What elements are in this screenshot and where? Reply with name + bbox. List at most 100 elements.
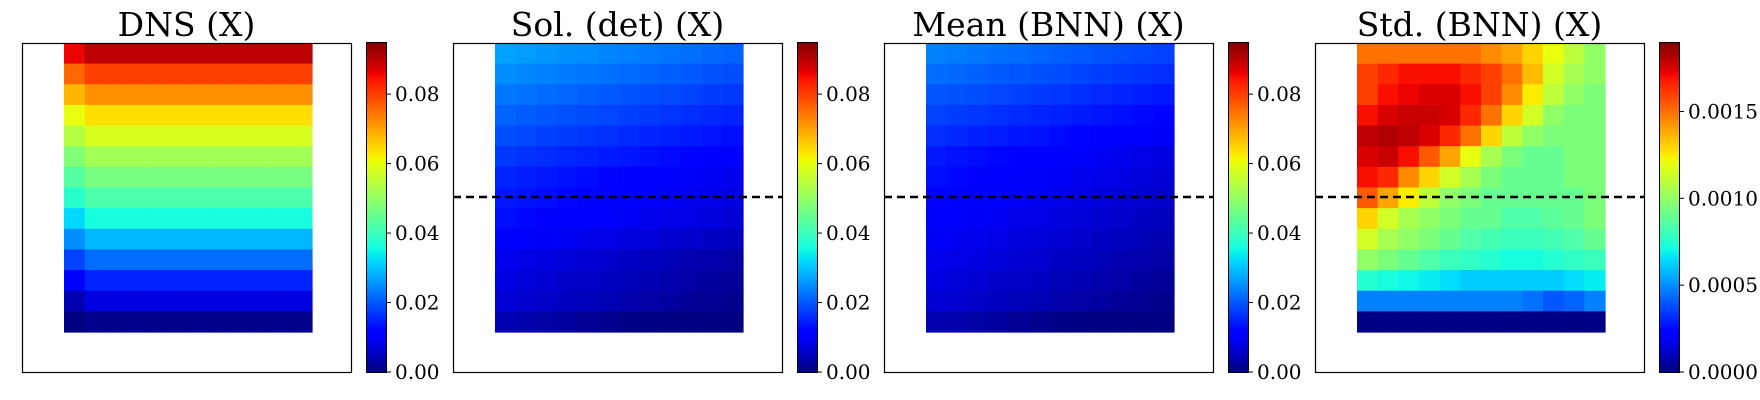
heatmap-cell: [1070, 290, 1092, 312]
colorbar-segment: [797, 212, 817, 216]
colorbar-segment: [797, 322, 817, 326]
colorbar-segment: [1659, 138, 1679, 142]
colorbar-segment: [1659, 201, 1679, 205]
heatmap-cell: [1419, 125, 1441, 147]
heatmap-cell: [291, 311, 313, 333]
heatmap-cell: [619, 125, 641, 147]
colorbar-segment: [1228, 284, 1248, 288]
heatmap-cell: [1153, 166, 1175, 189]
heatmap-cell: [1070, 228, 1092, 251]
heatmap-cell: [1563, 270, 1585, 292]
colorbar-segment: [1659, 361, 1679, 365]
colorbar-segment: [1228, 355, 1248, 359]
heatmap-cell: [1481, 63, 1503, 85]
heatmap-cell: [1563, 104, 1585, 127]
colorbar-segment: [1228, 311, 1248, 315]
colorbar-segment: [366, 336, 386, 340]
heatmap-cell: [1481, 166, 1503, 189]
heatmap-cell: [208, 208, 230, 230]
heatmap-cell: [1377, 43, 1399, 65]
colorbar-segment: [1659, 284, 1679, 288]
heatmap-cell: [988, 187, 1010, 209]
heatmap-cell: [926, 290, 948, 312]
heatmap-cell: [988, 228, 1010, 251]
heatmap-cell: [1584, 270, 1606, 292]
heatmap-cell: [515, 104, 537, 127]
colorbar-segment: [1228, 72, 1248, 76]
colorbar-segment: [1659, 61, 1679, 65]
heatmap-cell: [146, 84, 168, 106]
heatmap-cell: [1070, 104, 1092, 127]
heatmap-cell: [270, 311, 292, 333]
heatmap-cell: [946, 228, 968, 251]
heatmap-cell: [1398, 146, 1420, 168]
heatmap-cell: [1584, 311, 1606, 333]
heatmap-cell: [557, 63, 579, 85]
heatmap-cell: [967, 84, 989, 106]
heatmap-cell: [1584, 290, 1606, 312]
heatmap-cell: [1419, 290, 1441, 312]
colorbar-segment: [366, 66, 386, 70]
colorbar-segment: [1228, 308, 1248, 312]
heatmap-cell: [701, 43, 723, 65]
heatmap-cell: [1008, 311, 1030, 333]
colorbar-segment: [1228, 223, 1248, 227]
colorbar-segment: [797, 58, 817, 62]
colorbar-segment: [1659, 245, 1679, 249]
heatmap-cell: [1008, 63, 1030, 85]
heatmap-cell: [577, 249, 599, 271]
colorbar-segment: [1228, 119, 1248, 123]
heatmap-cell: [1112, 104, 1134, 127]
heatmap-cell: [619, 290, 641, 312]
heatmap-cell: [146, 249, 168, 271]
colorbar-segment: [1228, 201, 1248, 205]
heatmap-cell: [270, 84, 292, 106]
heatmap-cell: [1091, 146, 1113, 168]
colorbar-tick-label: 0.00: [395, 360, 440, 384]
heatmap-cell: [619, 166, 641, 189]
heatmap-cell: [722, 43, 744, 65]
colorbar-segment: [366, 83, 386, 87]
heatmap-cell: [1357, 43, 1379, 65]
heatmap-cell: [1419, 104, 1441, 127]
colorbar-segment: [366, 306, 386, 310]
heatmap-cell: [1543, 104, 1565, 127]
colorbar-segment: [366, 369, 386, 373]
heatmap-cell: [722, 311, 744, 333]
colorbar-segment: [366, 124, 386, 128]
heatmap-cell: [598, 84, 620, 106]
heatmap-cell: [167, 208, 189, 230]
colorbar-segment: [797, 119, 817, 123]
heatmap-cells: [495, 43, 744, 333]
heatmap-cell: [681, 208, 703, 230]
heatmap-cell: [639, 208, 661, 230]
heatmap-cell: [167, 146, 189, 168]
heatmap-cell: [1543, 146, 1565, 168]
heatmap-cell: [1132, 125, 1154, 147]
colorbar-segment: [1228, 108, 1248, 112]
colorbar-segment: [1228, 240, 1248, 244]
heatmap-cell: [495, 84, 517, 106]
colorbar-segment: [1228, 281, 1248, 285]
heatmap-cell: [926, 166, 948, 189]
axes-frame: [21, 42, 353, 374]
heatmap-cell: [1377, 290, 1399, 312]
heatmap-cell: [1398, 208, 1420, 230]
heatmap-cell: [619, 43, 641, 65]
colorbar-segment: [797, 113, 817, 117]
colorbar-segment: [1228, 295, 1248, 299]
heatmap-cell: [926, 125, 948, 147]
heatmap-cell: [1050, 228, 1072, 251]
heatmap-cell: [229, 290, 251, 312]
heatmap-cell: [988, 249, 1010, 271]
heatmap-cell: [1357, 228, 1379, 251]
heatmap-cell: [146, 63, 168, 85]
colorbar-segment: [1228, 121, 1248, 125]
heatmap-cell: [1132, 63, 1154, 85]
colorbar-segment: [797, 284, 817, 288]
colorbar-segment: [1228, 58, 1248, 62]
heatmap-cell: [639, 166, 661, 189]
heatmap-cell: [1091, 125, 1113, 147]
colorbar-segment: [797, 242, 817, 246]
heatmap-cell: [1460, 208, 1482, 230]
